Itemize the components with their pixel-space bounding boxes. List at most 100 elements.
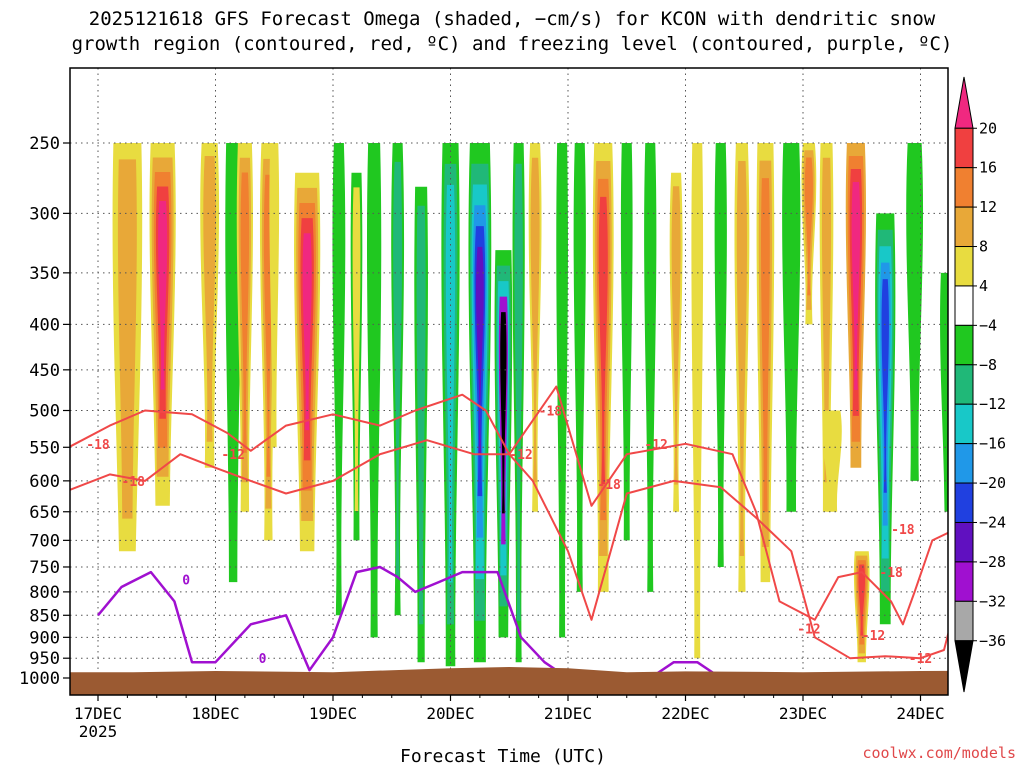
colorbar-bin bbox=[954, 364, 974, 405]
colorbar-bin bbox=[954, 600, 974, 642]
colorbar-label: −28 bbox=[979, 553, 1006, 571]
chart-title-line-1: 2025121618 GFS Forecast Omega (shaded, −… bbox=[88, 8, 936, 30]
colorbar-bin bbox=[954, 167, 974, 208]
omega-shade-cell bbox=[858, 564, 866, 636]
dgz-contour-label: -12 bbox=[797, 623, 820, 638]
dgz-contour-minus18 bbox=[70, 385, 948, 626]
dgz-contour-label: -18 bbox=[597, 478, 621, 493]
omega-shade-cell bbox=[556, 143, 568, 638]
colorbar-label: 8 bbox=[979, 238, 988, 256]
colorbar-label: −12 bbox=[979, 395, 1006, 413]
colorbar-label: −4 bbox=[979, 316, 997, 334]
terrain bbox=[70, 667, 948, 695]
y-tick-label: 650 bbox=[29, 503, 60, 523]
y-tick-label: 900 bbox=[29, 628, 60, 648]
colorbar-bin bbox=[954, 246, 974, 287]
y-tick-label: 250 bbox=[29, 134, 60, 154]
omega-shade-cell bbox=[393, 161, 403, 578]
colorbar-label: −32 bbox=[979, 592, 1006, 610]
y-tick-label: 400 bbox=[29, 315, 60, 335]
colorbar-label: 12 bbox=[979, 198, 997, 216]
omega-shade-cell bbox=[332, 143, 346, 616]
omega-shade-cell bbox=[445, 184, 456, 583]
dgz-contour-label: -12 bbox=[509, 448, 532, 463]
x-tick-label: 17DEC bbox=[74, 704, 122, 723]
omega-shade-cell bbox=[514, 163, 523, 621]
y-tick-label: 600 bbox=[29, 472, 60, 492]
y-tick-label: 300 bbox=[29, 204, 60, 224]
colorbar-bin bbox=[954, 443, 974, 484]
x-tick-label: 21DEC bbox=[544, 704, 592, 723]
y-tick-label: 350 bbox=[29, 264, 60, 284]
freezing-contour-label: 0 bbox=[182, 574, 190, 589]
x-tick-sublabel: 2025 bbox=[79, 722, 118, 741]
colorbar-bin bbox=[954, 521, 974, 563]
dgz-contour-label: -12 bbox=[644, 438, 667, 453]
omega-shade-cell bbox=[240, 172, 250, 453]
omega-shade-cell bbox=[620, 143, 633, 541]
dgz-contour-label: -12 bbox=[909, 652, 932, 667]
y-axis: 2503003504004505005506006507007508008509… bbox=[19, 134, 70, 689]
y-tick-label: 1000 bbox=[19, 669, 60, 689]
omega-shade-cell bbox=[352, 187, 361, 511]
colorbar-bin bbox=[954, 561, 974, 602]
omega-shade-cell bbox=[117, 159, 137, 519]
terrain-fill bbox=[70, 667, 948, 695]
chart-title-line-2: growth region (contoured, red, ºC) and f… bbox=[71, 33, 953, 55]
omega-shade-cell bbox=[782, 143, 801, 512]
omega-shade-cell bbox=[822, 410, 842, 512]
colorbar-bin bbox=[954, 76, 974, 129]
dgz-contour-label: -18 bbox=[122, 475, 146, 490]
colorbar-bin bbox=[954, 640, 974, 693]
x-tick-label: 20DEC bbox=[426, 704, 474, 723]
colorbar-bin bbox=[954, 482, 974, 523]
watermark: coolwx.com/models bbox=[862, 744, 1016, 762]
omega-shade-cell bbox=[476, 246, 484, 455]
omega-shade-cell bbox=[302, 233, 312, 431]
freezing-contour-label: 0 bbox=[259, 652, 267, 667]
omega-shade-cell bbox=[530, 157, 540, 483]
x-tick-label: 24DEC bbox=[896, 704, 944, 723]
omega-shaded-field bbox=[112, 143, 948, 667]
omega-shade-cell bbox=[821, 157, 832, 483]
colorbar-bin bbox=[954, 403, 974, 445]
freezing-level-contour bbox=[97, 565, 569, 680]
omega-shade-cell bbox=[691, 143, 704, 659]
omega-shade-cell bbox=[940, 272, 948, 512]
omega-shade-cell bbox=[906, 143, 924, 481]
omega-shade-cell bbox=[500, 312, 507, 514]
colorbar-label: −16 bbox=[979, 435, 1006, 453]
y-tick-label: 950 bbox=[29, 649, 60, 669]
omega-shade-cell bbox=[671, 186, 681, 485]
colorbar-label: 4 bbox=[979, 277, 988, 295]
freezing-level-contour bbox=[649, 660, 722, 680]
y-tick-label: 800 bbox=[29, 583, 60, 603]
colorbar-bin bbox=[954, 324, 974, 366]
x-axis-title: Forecast Time (UTC) bbox=[400, 746, 606, 767]
y-tick-label: 500 bbox=[29, 402, 60, 422]
colorbar-label: −36 bbox=[979, 632, 1006, 650]
colorbar-label: 20 bbox=[979, 119, 997, 137]
x-tick-label: 23DEC bbox=[779, 704, 827, 723]
y-tick-label: 550 bbox=[29, 438, 60, 458]
colorbar-bin bbox=[954, 127, 974, 169]
dgz-contour-label: -18 bbox=[891, 523, 915, 538]
omega-shade-cell bbox=[851, 181, 861, 390]
omega-shade-cell bbox=[881, 279, 889, 493]
dgz-contour-label: -18 bbox=[539, 405, 563, 420]
omega-shade-cell bbox=[573, 143, 586, 592]
colorbar-label: 16 bbox=[979, 159, 997, 177]
dgz-contour-minus12 bbox=[70, 439, 948, 660]
y-tick-label: 750 bbox=[29, 558, 60, 578]
omega-shade-cell bbox=[203, 155, 216, 442]
omega-shade-cell bbox=[804, 157, 813, 296]
omega-shade-cell bbox=[714, 143, 727, 567]
colorbar-bin bbox=[954, 285, 974, 326]
dgz-contour-label: -12 bbox=[221, 448, 244, 463]
contours: -18 -12 -18 -12 -18 -12 -18 -12 -18 -12 -18 -12 0 0 bbox=[70, 385, 948, 680]
x-tick-label: 18DEC bbox=[191, 704, 239, 723]
y-tick-label: 700 bbox=[29, 531, 60, 551]
dgz-contour-label: -18 bbox=[879, 566, 903, 581]
y-tick-label: 850 bbox=[29, 606, 60, 626]
colorbar-label: −24 bbox=[979, 513, 1006, 531]
